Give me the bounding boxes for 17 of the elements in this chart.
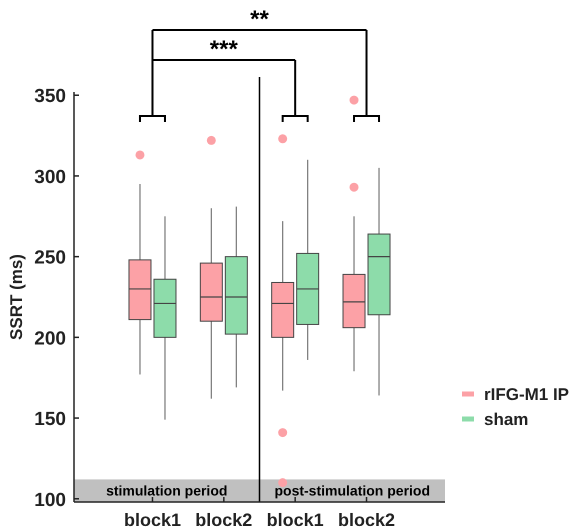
x-tick-label: block2	[338, 510, 396, 530]
band-label: stimulation period	[106, 482, 228, 499]
x-tick-label: block1	[266, 510, 324, 530]
legend-label: sham	[484, 410, 528, 429]
x-tick-label: block1	[124, 510, 181, 530]
legend-label: rIFG-M1 IP	[484, 385, 570, 404]
band-label: post-stimulation period	[274, 482, 430, 499]
y-tick-label: 100	[34, 490, 66, 511]
x-tick-label: block2	[195, 510, 252, 530]
y-tick-label: 300	[34, 166, 66, 188]
y-tick-label: 350	[34, 86, 66, 108]
y-tick-label: 200	[34, 328, 66, 350]
text: ***	[210, 36, 238, 63]
y-axis-title: SSRT (ms)	[7, 254, 26, 340]
text: **	[250, 6, 270, 33]
y-tick-label: 150	[34, 409, 66, 430]
y-tick-label: 250	[34, 248, 66, 269]
